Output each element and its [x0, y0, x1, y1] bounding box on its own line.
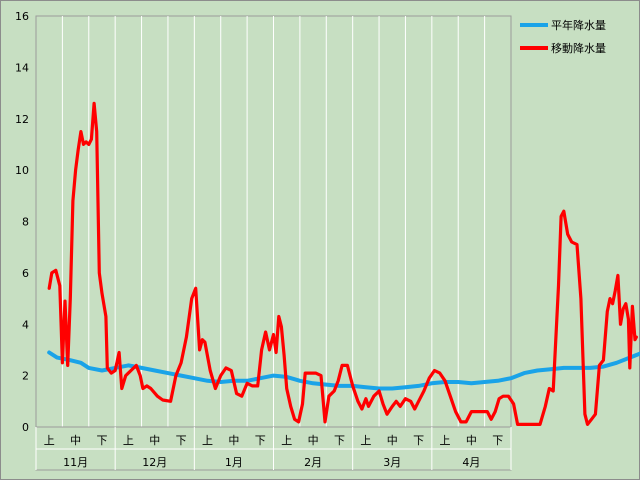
x-subgroup-label: 下 — [413, 434, 424, 447]
x-subgroup-label: 上 — [281, 434, 292, 447]
x-group-label: 1月 — [225, 456, 243, 469]
x-subgroup-label: 下 — [176, 434, 187, 447]
x-group-label: 12月 — [142, 456, 167, 469]
x-subgroup-label: 中 — [70, 434, 81, 447]
x-subgroup-label: 中 — [149, 434, 160, 447]
x-group-label: 3月 — [383, 456, 401, 469]
x-subgroup-label: 中 — [308, 434, 319, 447]
x-subgroup-label: 上 — [202, 434, 213, 447]
y-tick-label: 6 — [22, 267, 29, 280]
x-subgroup-label: 中 — [228, 434, 239, 447]
x-axis-ticks: 上中下11月上中下12月上中下1月上中下2月上中下3月上中下4月 — [35, 427, 512, 470]
series-line-moving — [47, 101, 638, 426]
y-tick-label: 16 — [15, 10, 29, 23]
x-group-label: 4月 — [462, 456, 480, 469]
x-subgroup-label: 上 — [440, 434, 451, 447]
legend-label-moving: 移動降水量 — [551, 41, 606, 55]
legend-label-normal: 平年降水量 — [551, 18, 606, 32]
x-subgroup-label: 上 — [360, 434, 371, 447]
y-tick-label: 0 — [22, 421, 29, 434]
x-group-label: 2月 — [304, 456, 322, 469]
y-tick-label: 8 — [22, 216, 29, 229]
y-tick-label: 4 — [22, 318, 29, 331]
x-group-label: 11月 — [63, 456, 88, 469]
x-subgroup-label: 中 — [466, 434, 477, 447]
y-tick-label: 10 — [15, 164, 29, 177]
x-subgroup-label: 下 — [334, 434, 345, 447]
legend: 平年降水量 移動降水量 — [520, 18, 606, 55]
x-subgroup-label: 下 — [255, 434, 266, 447]
x-subgroup-label: 下 — [96, 434, 107, 447]
x-subgroup-label: 下 — [492, 434, 503, 447]
x-subgroup-label: 中 — [387, 434, 398, 447]
series-line-normal — [47, 350, 640, 391]
series-lines — [47, 101, 640, 426]
y-tick-label: 2 — [22, 370, 29, 383]
x-subgroup-label: 上 — [44, 434, 55, 447]
x-subgroup-label: 上 — [123, 434, 134, 447]
y-tick-label: 14 — [15, 61, 29, 74]
y-tick-label: 12 — [15, 113, 29, 126]
y-axis-ticks: 0 2 4 6 8 10 12 14 16 — [15, 10, 29, 434]
